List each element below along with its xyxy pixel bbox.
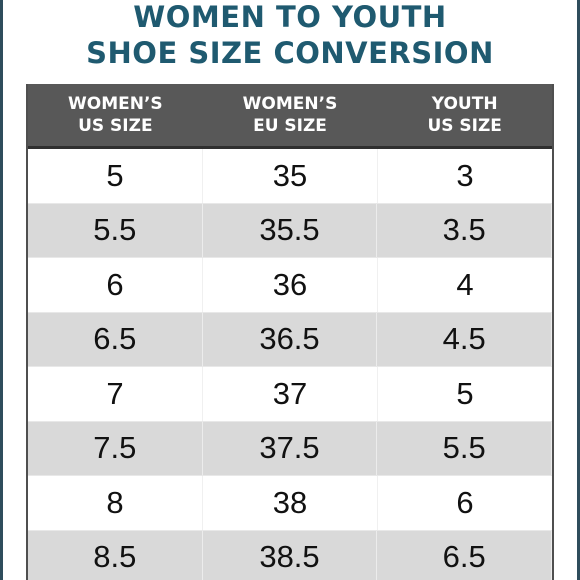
womens-eu-size-cell: 38.5 xyxy=(203,530,378,580)
table-row: 7 37 5 xyxy=(28,367,552,422)
womens-us-size-cell: 7.5 xyxy=(28,421,203,475)
youth-us-size-cell: 5 xyxy=(456,375,474,411)
table-row: 7.5 37.5 5.5 xyxy=(28,421,553,476)
header-womens-eu-size: WOMEN’S EU SIZE xyxy=(242,94,338,136)
youth-us-size-cell: 5.5 xyxy=(377,421,553,475)
youth-us-size-cell: 3 xyxy=(456,157,474,193)
womens-us-size-cell: 5 xyxy=(28,149,203,203)
table-row: 8 38 6 xyxy=(28,476,552,531)
title-line-1: WOMEN TO YOUTH xyxy=(133,0,447,34)
header-youth-us-size: YOUTH US SIZE xyxy=(427,94,502,136)
size-conversion-table: WOMEN’S US SIZE WOMEN’S EU SIZE YOUTH US… xyxy=(26,84,554,580)
womens-eu-size-cell: 36.5 xyxy=(203,312,378,366)
womens-eu-size-cell: 38 xyxy=(203,476,378,530)
womens-us-size-cell: 6 xyxy=(28,258,203,312)
youth-us-size-cell: 3.5 xyxy=(377,203,553,257)
youth-us-size-cell: 6.5 xyxy=(377,530,553,580)
womens-eu-size-cell: 37 xyxy=(203,367,378,421)
table-row: 6 36 4 xyxy=(28,258,552,313)
youth-us-size-cell: 4.5 xyxy=(377,312,553,366)
womens-us-size-cell: 8.5 xyxy=(28,530,203,580)
womens-eu-size-cell: 35.5 xyxy=(203,203,378,257)
right-border xyxy=(577,0,580,580)
youth-us-size-cell: 6 xyxy=(456,484,474,520)
left-border xyxy=(0,0,3,580)
page-title: WOMEN TO YOUTH SHOE SIZE CONVERSION xyxy=(0,0,580,70)
womens-us-size-cell: 6.5 xyxy=(28,312,203,366)
header-womens-us-size: WOMEN’S US SIZE xyxy=(68,94,163,136)
table-row: 8.5 38.5 6.5 xyxy=(28,530,553,580)
title-line-2: SHOE SIZE CONVERSION xyxy=(86,36,494,70)
womens-us-size-cell: 5.5 xyxy=(28,203,203,257)
womens-eu-size-cell: 36 xyxy=(203,258,378,312)
womens-eu-size-cell: 37.5 xyxy=(203,421,378,475)
womens-eu-size-cell: 35 xyxy=(203,149,378,203)
womens-us-size-cell: 7 xyxy=(28,367,203,421)
table-row: 5 35 3 xyxy=(28,149,552,204)
table-header: WOMEN’S US SIZE WOMEN’S EU SIZE YOUTH US… xyxy=(28,84,552,149)
table-row: 6.5 36.5 4.5 xyxy=(28,312,553,367)
youth-us-size-cell: 4 xyxy=(456,266,474,302)
table-row: 5.5 35.5 3.5 xyxy=(28,203,553,258)
womens-us-size-cell: 8 xyxy=(28,476,203,530)
